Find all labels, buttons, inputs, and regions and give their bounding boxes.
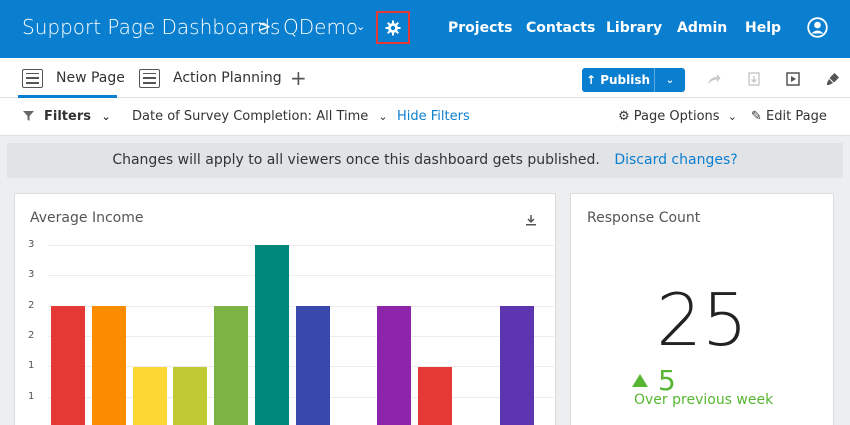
pencil-icon: ✎ (751, 109, 762, 124)
chevron-down-icon: ⌄ (101, 110, 111, 123)
date-filter[interactable]: Date of Survey Completion: All Time ⌄ (132, 109, 388, 124)
chart-bar[interactable] (51, 306, 85, 425)
filters-toggle[interactable]: Filters ⌄ (44, 109, 111, 124)
discard-changes-link[interactable]: Discard changes? (614, 152, 738, 168)
chart-bar[interactable] (499, 306, 534, 425)
chart-bar[interactable] (295, 306, 330, 425)
nav-help[interactable]: Help (745, 20, 782, 36)
top-bar: Support Page Dashboards > QDemo ⌄ Projec… (0, 0, 850, 58)
response-count-widget (570, 193, 834, 425)
add-page-icon[interactable]: + (290, 66, 307, 90)
active-tab-indicator (18, 95, 117, 98)
page-options-menu[interactable]: ⚙ Page Options ⌄ (618, 109, 737, 124)
banner-message: Changes will apply to all viewers once t… (112, 152, 600, 168)
redo-icon[interactable] (705, 70, 723, 88)
chart-bar[interactable] (173, 367, 208, 425)
gear-icon (385, 20, 401, 35)
download-icon[interactable] (522, 211, 540, 229)
chevron-down-icon: ⌄ (378, 110, 388, 123)
y-tick-label: 3 (28, 269, 35, 280)
chevron-down-icon: ⌄ (727, 110, 737, 123)
response-count-value: 25 (656, 278, 748, 362)
chevron-down-icon[interactable]: ⌄ (356, 20, 366, 33)
project-name[interactable]: QDemo (283, 15, 359, 39)
gear-icon: ⚙ (618, 109, 630, 124)
tab-new-page[interactable]: New Page (22, 58, 125, 98)
edit-page-button[interactable]: ✎ Edit Page (751, 109, 827, 124)
publish-label: Publish (600, 73, 651, 87)
breadcrumb[interactable]: Support Page Dashboards (22, 15, 281, 39)
chart-bar[interactable] (132, 367, 167, 425)
chart-bar[interactable] (91, 306, 126, 425)
chart-bar[interactable] (377, 306, 412, 425)
widget-title: Response Count (587, 210, 701, 226)
settings-button[interactable] (376, 11, 410, 44)
nav-contacts[interactable]: Contacts (526, 20, 596, 36)
unpublished-changes-banner: Changes will apply to all viewers once t… (7, 143, 843, 178)
up-arrow-icon (632, 374, 648, 387)
tab-label: Action Planning (173, 70, 282, 86)
filter-funnel-icon (23, 110, 34, 125)
publish-options-chevron-icon[interactable]: ⌄ (665, 74, 675, 86)
nav-projects[interactable]: Projects (448, 20, 513, 36)
tab-action-planning[interactable]: Action Planning (139, 58, 282, 98)
delta-label: Over previous week (634, 392, 774, 408)
page-tabs-bar: New Page Action Planning + ↑ Publish ⌄ (0, 58, 850, 98)
tab-label: New Page (56, 70, 125, 86)
y-tick-label: 2 (28, 300, 35, 311)
gridline (48, 245, 554, 246)
nav-library[interactable]: Library (606, 20, 663, 36)
export-icon[interactable] (745, 70, 763, 88)
page-icon (139, 68, 160, 88)
chart-bar[interactable] (255, 245, 289, 425)
theme-brush-icon[interactable] (824, 70, 842, 88)
user-avatar-icon[interactable] (807, 17, 828, 38)
y-tick-label: 1 (28, 360, 35, 371)
nav-admin[interactable]: Admin (677, 20, 728, 36)
hide-filters-link[interactable]: Hide Filters (397, 109, 470, 124)
upload-icon: ↑ (585, 73, 601, 87)
chart-bar[interactable] (214, 306, 249, 425)
preview-icon[interactable] (784, 70, 802, 88)
widget-title: Average Income (30, 210, 144, 226)
breadcrumb-separator: > (257, 17, 272, 37)
filter-bar: Filters ⌄ Date of Survey Completion: All… (0, 98, 850, 136)
gridline (48, 275, 554, 276)
publish-button[interactable]: ↑ Publish ⌄ (582, 68, 685, 92)
y-tick-label: 3 (28, 239, 35, 250)
chart-bar[interactable] (418, 367, 453, 425)
y-tick-label: 2 (28, 330, 35, 341)
y-tick-label: 1 (28, 391, 35, 402)
page-icon (22, 68, 43, 88)
response-count-delta: 5 (632, 364, 676, 397)
